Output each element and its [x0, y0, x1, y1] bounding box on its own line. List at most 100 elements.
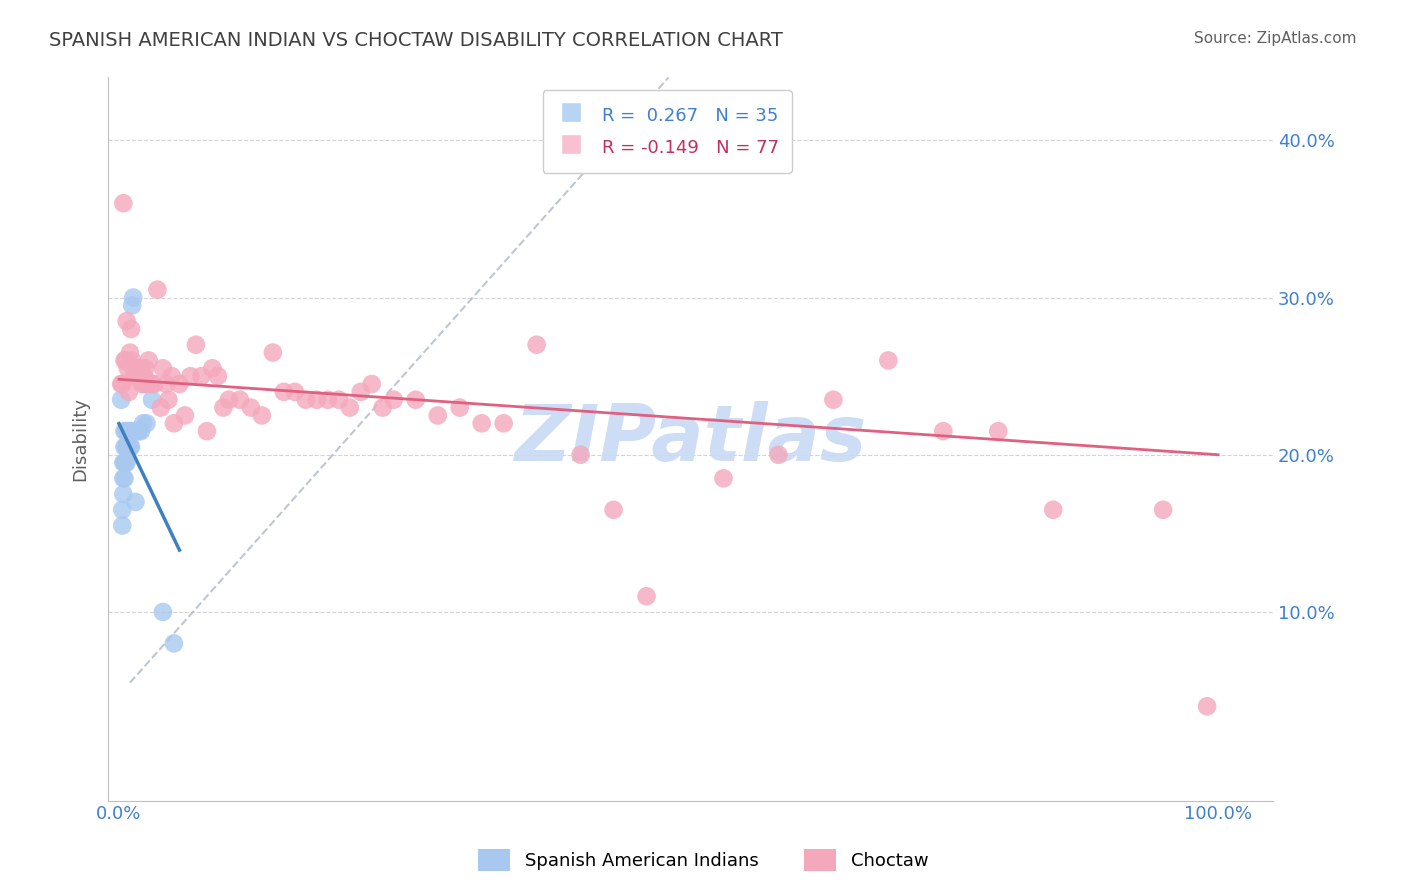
Point [124, 495, 146, 509]
Point [163, 417, 186, 431]
Point [823, 392, 845, 407]
Point [114, 424, 136, 438]
Point [120, 424, 142, 438]
Point [449, 401, 471, 415]
Point [118, 424, 141, 438]
Point [250, 409, 273, 423]
Point [207, 369, 229, 384]
Point [163, 636, 186, 650]
Point [110, 376, 132, 391]
Point [124, 361, 146, 376]
Point [1152, 502, 1174, 516]
Point [125, 424, 148, 438]
Point [118, 384, 141, 399]
Point [112, 471, 135, 485]
Point [155, 376, 177, 391]
Y-axis label: Disability: Disability [72, 397, 89, 481]
Point [405, 392, 427, 407]
Point [179, 369, 201, 384]
Text: SPANISH AMERICAN INDIAN VS CHOCTAW DISABILITY CORRELATION CHART: SPANISH AMERICAN INDIAN VS CHOCTAW DISAB… [49, 31, 783, 50]
Point [110, 392, 132, 407]
Point [114, 456, 136, 470]
Point [112, 487, 135, 501]
Point [114, 353, 136, 368]
Point [1042, 502, 1064, 516]
Point [125, 369, 148, 384]
Point [112, 196, 135, 211]
Point [141, 392, 163, 407]
Point [146, 283, 169, 297]
Point [127, 361, 149, 376]
Point [169, 376, 191, 391]
Point [316, 392, 339, 407]
Point [526, 337, 548, 351]
Point [120, 322, 142, 336]
Point [134, 369, 156, 384]
Point [122, 291, 145, 305]
Point [122, 361, 145, 376]
Point [115, 424, 138, 438]
Point [117, 424, 139, 438]
Point [262, 345, 284, 359]
Point [987, 424, 1010, 438]
Point [118, 345, 141, 359]
Point [184, 337, 207, 351]
Point [932, 424, 955, 438]
Point [114, 471, 136, 485]
Point [112, 456, 135, 470]
Point [128, 369, 150, 384]
Point [114, 440, 136, 454]
Point [328, 392, 350, 407]
Point [114, 456, 136, 470]
Point [115, 314, 138, 328]
Point [131, 376, 153, 391]
Legend: R =  0.267   N = 35, R = -0.149   N = 77: R = 0.267 N = 35, R = -0.149 N = 77 [543, 90, 792, 173]
Point [350, 384, 373, 399]
Point [471, 417, 494, 431]
Point [284, 384, 307, 399]
Point [117, 440, 139, 454]
Point [115, 456, 138, 470]
Point [636, 589, 658, 603]
Point [212, 401, 235, 415]
Point [135, 376, 157, 391]
Point [877, 353, 900, 368]
Text: Source: ZipAtlas.com: Source: ZipAtlas.com [1194, 31, 1357, 46]
Point [120, 440, 142, 454]
Point [134, 361, 156, 376]
Point [114, 424, 136, 438]
Point [201, 361, 224, 376]
Point [339, 401, 361, 415]
Point [115, 440, 138, 454]
Point [229, 392, 252, 407]
Point [1197, 699, 1219, 714]
Point [111, 376, 134, 391]
Point [118, 440, 141, 454]
Point [295, 392, 318, 407]
Point [157, 392, 180, 407]
Point [382, 392, 405, 407]
Point [135, 417, 157, 431]
Point [218, 392, 240, 407]
Point [371, 401, 394, 415]
Point [141, 376, 163, 391]
Point [305, 392, 328, 407]
Point [128, 361, 150, 376]
Point [569, 448, 592, 462]
Point [195, 424, 218, 438]
Point [118, 424, 141, 438]
Point [111, 502, 134, 516]
Point [143, 376, 166, 391]
Point [768, 448, 790, 462]
Point [138, 353, 160, 368]
Point [132, 417, 155, 431]
Point [118, 440, 141, 454]
Point [114, 440, 136, 454]
Point [152, 605, 174, 619]
Point [111, 518, 134, 533]
Point [129, 424, 152, 438]
Point [121, 353, 143, 368]
Point [152, 361, 174, 376]
Point [602, 502, 624, 516]
Point [114, 353, 136, 368]
